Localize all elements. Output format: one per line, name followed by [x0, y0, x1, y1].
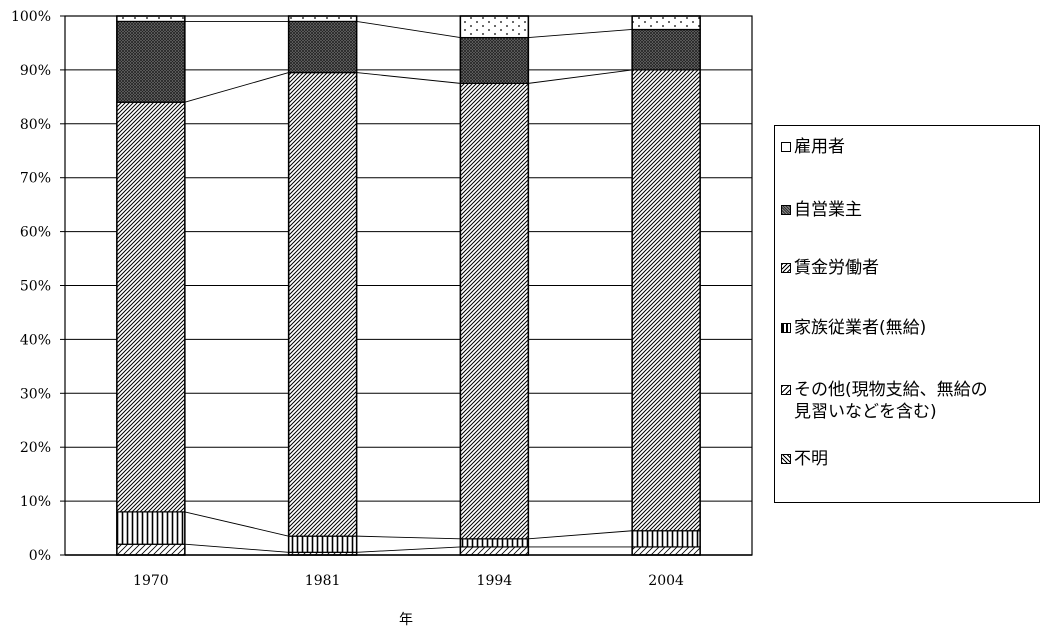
y-tick-label: 0%	[29, 548, 51, 564]
x-tick-labels: 1970 1981 1994 2004	[133, 573, 684, 589]
bar-segment	[288, 71, 358, 537]
series-line	[528, 69, 633, 84]
bar-segment	[631, 69, 701, 532]
legend-item: 賃金労働者	[781, 257, 879, 279]
legend-item: 家族従業者(無給)	[781, 317, 926, 339]
bar-segment	[631, 530, 701, 548]
legend-item: 雇用者	[781, 136, 845, 158]
legend-swatch	[781, 205, 791, 215]
y-tick-label: 50%	[20, 279, 51, 295]
legend-label: その他(現物支給、無給の 見習いなどを含む)	[794, 380, 988, 422]
legend-label: 不明	[794, 449, 828, 469]
bar-segment	[459, 82, 529, 540]
bar-segment	[459, 546, 529, 556]
bar-segment	[631, 15, 701, 31]
bar-segment	[116, 101, 186, 513]
series-line	[356, 535, 461, 540]
y-tick-label: 40%	[20, 332, 51, 348]
legend-label: 自営業主	[794, 200, 862, 220]
y-tick-label: 60%	[20, 225, 51, 241]
y-tick-labels: 0% 10% 20% 30% 40% 50% 60% 70% 80% 90% 100%	[11, 9, 51, 564]
y-tick-label: 20%	[20, 440, 51, 456]
legend-swatch	[781, 323, 791, 333]
bar-segment	[631, 28, 701, 71]
series-line	[184, 511, 289, 537]
axes	[64, 15, 753, 556]
bar-segment	[116, 543, 186, 556]
x-tick-label: 1981	[305, 573, 341, 589]
y-tick-label: 70%	[20, 171, 51, 187]
bar-segment	[459, 15, 529, 39]
legend-label: 賃金労働者	[794, 258, 879, 278]
series-line	[356, 546, 461, 553]
legend-swatch	[781, 142, 791, 152]
y-tick-label: 10%	[20, 494, 51, 510]
bar-segment	[116, 511, 186, 545]
series-line	[528, 29, 633, 39]
legend-swatch	[781, 385, 791, 395]
series-line	[184, 72, 289, 103]
y-tick-label: 80%	[20, 117, 51, 133]
legend-label: 雇用者	[794, 137, 845, 157]
x-axis-title: 年	[399, 612, 413, 627]
bar-segment	[631, 546, 701, 556]
x-tick-label: 2004	[648, 573, 684, 589]
bar-segment	[288, 20, 358, 74]
legend-item: 不明	[781, 448, 828, 470]
bar-segment	[459, 538, 529, 548]
legend-item: 自営業主	[781, 199, 862, 221]
y-tick-label: 100%	[11, 9, 51, 25]
legend-label: 家族従業者(無給)	[794, 318, 927, 338]
bar-segment	[459, 36, 529, 84]
legend-swatch	[781, 454, 791, 464]
x-tick-label: 1970	[133, 573, 169, 589]
legend-item: その他(現物支給、無給の 見習いなどを含む)	[781, 379, 988, 423]
bars	[116, 15, 701, 556]
y-tick-label: 30%	[20, 386, 51, 402]
legend-swatch	[781, 263, 791, 273]
series-connectors	[184, 20, 633, 556]
bar-segment	[288, 15, 358, 22]
series-line	[528, 530, 633, 540]
series-line	[184, 543, 289, 553]
series-line	[356, 20, 461, 39]
x-tick-label: 1994	[477, 573, 513, 589]
bar-segment	[288, 535, 358, 553]
bar-segment	[116, 15, 186, 22]
legend: 雇用者自営業主賃金労働者家族従業者(無給) その他(現物支給、無給の 見習いなどを…	[774, 125, 1040, 503]
y-tick-label: 90%	[20, 63, 51, 79]
bar-segment	[116, 20, 186, 103]
series-line	[356, 72, 461, 84]
